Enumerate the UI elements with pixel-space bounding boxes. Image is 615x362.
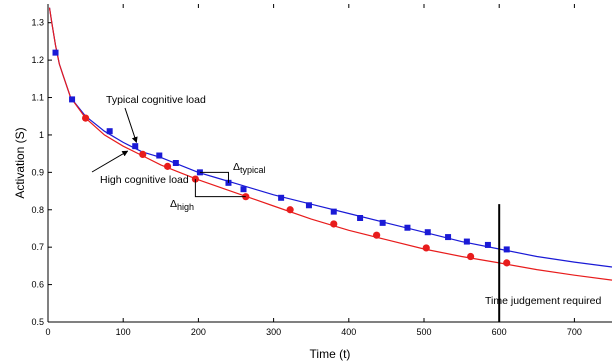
delta-typical-label: Δtypical [233, 161, 266, 175]
x-tick-label: 600 [492, 327, 507, 337]
typical-load-marker [305, 202, 312, 209]
annotation-layer [91, 107, 501, 322]
high-load-marker [373, 231, 381, 239]
typical-load-marker [463, 238, 470, 245]
high-load-marker [503, 259, 511, 267]
delta-high-symbol: Δ [170, 198, 177, 210]
delta-high-subscript: high [177, 202, 194, 212]
x-tick-label: 700 [567, 327, 582, 337]
typical-load-marker [156, 152, 163, 159]
high-load-marker [286, 206, 294, 214]
high-load-marker [82, 114, 90, 122]
series-markers [52, 49, 511, 267]
delta-typical-bracket [199, 171, 229, 183]
plot-frame [47, 4, 612, 323]
typical-load-marker [330, 208, 337, 215]
x-tick-label: 500 [416, 327, 431, 337]
x-tick-label: 100 [116, 327, 131, 337]
high-load-marker [330, 220, 338, 228]
typical-load-marker [445, 234, 452, 241]
x-tick-label: 300 [266, 327, 281, 337]
high-load-label: High cognitive load [100, 174, 189, 186]
x-tick-label: 400 [341, 327, 356, 337]
typical-load-marker [357, 214, 364, 221]
time-judgement-label: Time judgement required [485, 295, 601, 307]
typical-load-marker [172, 160, 179, 166]
typical-load-line [48, 7, 613, 268]
x-tick-label: 0 [45, 327, 50, 337]
y-tick-label: 0.7 [31, 242, 44, 252]
delta-high-bracket [194, 179, 246, 198]
x-axis-title: Time (t) [310, 347, 351, 361]
high-load-marker [467, 252, 475, 261]
typical-load-marker [278, 194, 285, 201]
high-load-marker [191, 175, 199, 183]
delta-typical-subscript: typical [240, 165, 266, 175]
typical-load-arrow [124, 107, 138, 143]
high-load-marker [139, 150, 147, 158]
y-tick-label: 0.6 [31, 280, 44, 290]
high-load-marker [163, 162, 172, 170]
typical-load-marker [404, 224, 411, 231]
high-load-marker [422, 244, 430, 252]
y-tick-label: 0.9 [31, 167, 44, 177]
typical-load-marker [484, 241, 491, 248]
typical-load-marker [52, 49, 59, 56]
high-load-arrow [91, 150, 129, 173]
x-tick-label: 200 [191, 327, 206, 337]
typical-load-marker [106, 128, 113, 135]
typical-load-marker [132, 143, 139, 150]
delta-high-label: Δhigh [170, 198, 194, 212]
y-tick-label: 0.5 [31, 317, 44, 327]
y-axis-title: Activation (S) [13, 127, 27, 198]
typical-load-marker [240, 186, 247, 193]
y-tick-label: 1.2 [31, 55, 44, 65]
y-tick-label: 1.1 [31, 93, 44, 103]
delta-typical-symbol: Δ [233, 161, 240, 173]
typical-load-marker [503, 246, 510, 253]
typical-load-marker [69, 96, 76, 103]
typical-load-marker [424, 229, 431, 236]
y-tick-label: 0.8 [31, 205, 44, 215]
axis-ticks: 0 100 200 300 400 500 600 700 0.5 0.6 0.7 0.8 0.9 1 1.… [31, 4, 582, 337]
typical-load-marker [379, 219, 386, 226]
y-tick-label: 1 [39, 130, 44, 140]
typical-load-label: Typical cognitive load [106, 94, 206, 106]
y-tick-label: 1.3 [31, 18, 44, 28]
